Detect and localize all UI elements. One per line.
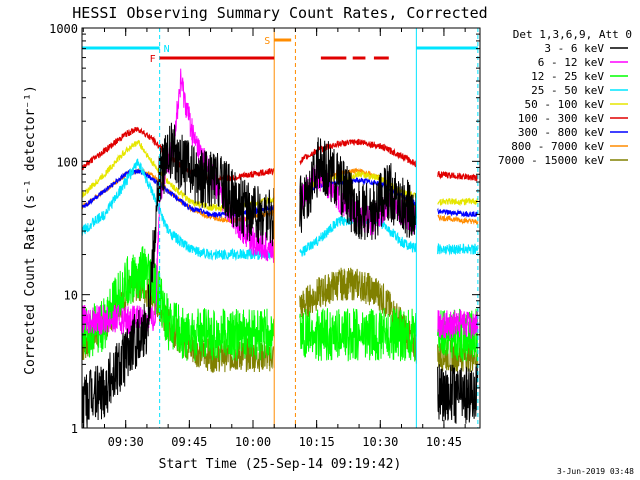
legend-label-8: 7000 - 15000 keV	[498, 154, 604, 167]
y-tick-label-3: 1000	[49, 22, 78, 36]
y-axis-label: Corrected Count Rate (s⁻¹ detector⁻¹)	[23, 85, 38, 375]
chart-title: HESSI Observing Summary Count Rates, Cor…	[72, 4, 487, 22]
legend-label-1: 6 - 12 keV	[538, 56, 605, 69]
plot-frame	[81, 27, 481, 429]
legend-label-0: 3 - 6 keV	[544, 42, 604, 55]
x-axis-label: Start Time (25-Sep-14 09:19:42)	[159, 457, 402, 472]
series-line-4	[81, 139, 479, 213]
series-line-6	[81, 168, 479, 219]
y-tick-label-1: 10	[64, 289, 78, 303]
axes: 1 10 100 1000 09:30 09:45 10:00 10:15 10:30 10:45	[49, 22, 481, 449]
x-tick-label-4: 10:30	[362, 435, 398, 449]
series-line-7	[81, 167, 479, 226]
legend-label-2: 12 - 25 keV	[531, 70, 604, 83]
y-tick-label-0: 1	[71, 422, 78, 436]
legend-title: Det 1,3,6,9, Att 0	[513, 28, 632, 41]
legend-label-4: 50 - 100 keV	[525, 98, 605, 111]
legend-label-6: 300 - 800 keV	[518, 126, 604, 139]
legend-label-3: 25 - 50 keV	[531, 84, 604, 97]
x-tick-label-1: 09:45	[171, 435, 207, 449]
flag-label-N: N	[164, 44, 170, 55]
x-tick-label-5: 10:45	[426, 435, 462, 449]
series-line-0	[81, 122, 479, 429]
plot-area: NF S	[81, 28, 479, 429]
x-tick-label-3: 10:15	[299, 435, 335, 449]
legend-label-5: 100 - 300 keV	[518, 112, 604, 125]
x-tick-label-0: 09:30	[108, 435, 144, 449]
flag-label-S: S	[264, 36, 270, 47]
series-line-2	[81, 246, 479, 362]
y-tick-label-2: 100	[56, 155, 78, 169]
x-tick-label-2: 10:00	[235, 435, 271, 449]
footer-date: 3-Jun-2019 03:48	[557, 467, 634, 476]
flag-label-F: F	[150, 54, 156, 65]
legend-label-7: 800 - 7000 keV	[511, 140, 604, 153]
